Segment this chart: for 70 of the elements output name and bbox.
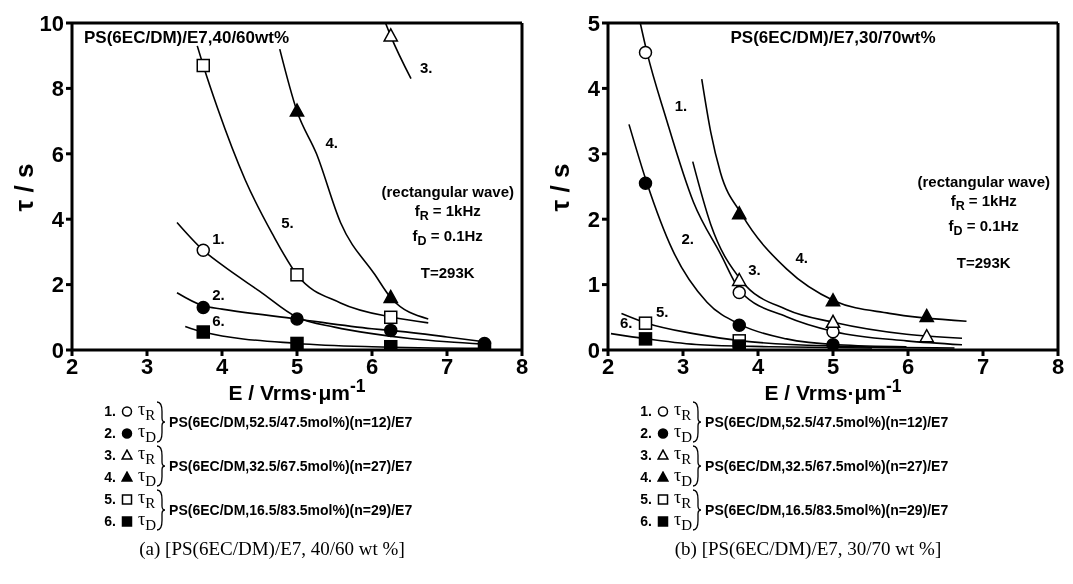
text: 6. τ$_{D}$	[640, 508, 693, 533]
x-axis-title: E / Vrms·μm$^{-1}$	[228, 376, 366, 404]
annotation: 5.	[281, 213, 294, 231]
annotation: 5.	[656, 303, 669, 321]
chart-title: PS(6EC/DM)/E7,40/60wt%	[84, 28, 290, 48]
text: 1. τ$_{R}$	[104, 398, 156, 423]
x-tick-label: 6	[901, 353, 915, 379]
annotation: f$_{D}$ = 0.1Hz	[411, 226, 484, 250]
x-tick-label: 6	[365, 353, 379, 379]
text: 2. τ$_{D}$	[104, 420, 157, 445]
y-tick-label: 2	[51, 272, 64, 298]
y-tick-label: 1	[587, 272, 600, 298]
annotation: 4.	[325, 133, 339, 151]
annotation: (rectangular wave)	[917, 172, 1050, 191]
annotation: T=293K	[955, 253, 1012, 272]
annotation: f$_{R}$ = 1kHz	[949, 191, 1018, 215]
text: 4. τ$_{D}$	[104, 464, 157, 489]
x-tick-label: 4	[215, 353, 229, 379]
annotation: 2.	[681, 229, 695, 247]
chart-title: PS(6EC/DM)/E7,30/70wt%	[729, 28, 937, 48]
text: 1. τ$_{R}$	[640, 398, 692, 423]
text: 5. τ$_{R}$	[104, 486, 156, 511]
annotation: T=293K	[419, 263, 476, 282]
y-tick-label: 0	[51, 337, 64, 363]
text: PS(6EC/DM,16.5/83.5mol%)(n=29)/E7	[169, 502, 413, 518]
annotation: 2.	[212, 285, 225, 303]
x-tick-label: 5	[290, 353, 304, 379]
y-tick-label: 3	[587, 141, 600, 167]
x-tick-label: 7	[440, 353, 454, 379]
text: PS(6EC/DM,52.5/47.5mol%)(n=12)/E7	[705, 414, 949, 430]
annotation: f$_{R}$ = 1kHz	[413, 201, 482, 225]
text: PS(6EC/DM,32.5/67.5mol%)(n=27)/E7	[169, 458, 413, 474]
y-tick-label: 5	[587, 10, 600, 36]
x-tick-label: 3	[140, 353, 154, 379]
y-axis-title: τ / s	[8, 162, 40, 214]
annotation: 6.	[620, 313, 633, 331]
y-tick-label: 4	[587, 76, 601, 102]
text: 2. τ$_{D}$	[640, 420, 693, 445]
text: 3. τ$_{R}$	[640, 442, 692, 467]
annotation: 4.	[795, 248, 809, 266]
annotation: 1.	[674, 97, 688, 115]
y-tick-label: 8	[51, 76, 64, 102]
x-tick-label: 5	[826, 353, 840, 379]
annotation: f$_{D}$ = 0.1Hz	[947, 216, 1020, 240]
x-tick-label: 7	[976, 353, 990, 379]
text: PS(6EC/DM,52.5/47.5mol%)(n=12)/E7	[169, 414, 413, 430]
y-tick-label: 0	[587, 337, 600, 363]
text: (b) [PS(6EC/DM)/E7, 30/70 wt %]	[673, 538, 943, 560]
text: 4. τ$_{D}$	[640, 464, 693, 489]
x-tick-label: 8	[515, 353, 529, 379]
text: 6. τ$_{D}$	[104, 508, 157, 533]
text: PS(6EC/DM,16.5/83.5mol%)(n=29)/E7	[705, 502, 949, 518]
y-tick-label: 4	[51, 207, 65, 233]
annotation: 1.	[212, 230, 225, 248]
text: 3. τ$_{R}$	[104, 442, 156, 467]
x-tick-label: 8	[1051, 353, 1065, 379]
annotation: (rectangular wave)	[381, 182, 514, 201]
text: (a) [PS(6EC/DM)/E7, 40/60 wt %]	[138, 538, 406, 560]
x-tick-label: 3	[676, 353, 690, 379]
y-axis-title: τ / s	[544, 162, 576, 214]
text: 5. τ$_{R}$	[640, 486, 692, 511]
annotation: 6.	[212, 311, 225, 329]
y-tick-label: 10	[39, 10, 64, 36]
y-tick-label: 6	[51, 141, 64, 167]
annotation: 3.	[420, 58, 433, 76]
x-tick-label: 4	[751, 353, 765, 379]
x-axis-title: E / Vrms·μm$^{-1}$	[764, 376, 902, 404]
text: PS(6EC/DM,32.5/67.5mol%)(n=27)/E7	[705, 458, 949, 474]
y-tick-label: 2	[587, 207, 600, 233]
annotation: 3.	[748, 260, 761, 278]
